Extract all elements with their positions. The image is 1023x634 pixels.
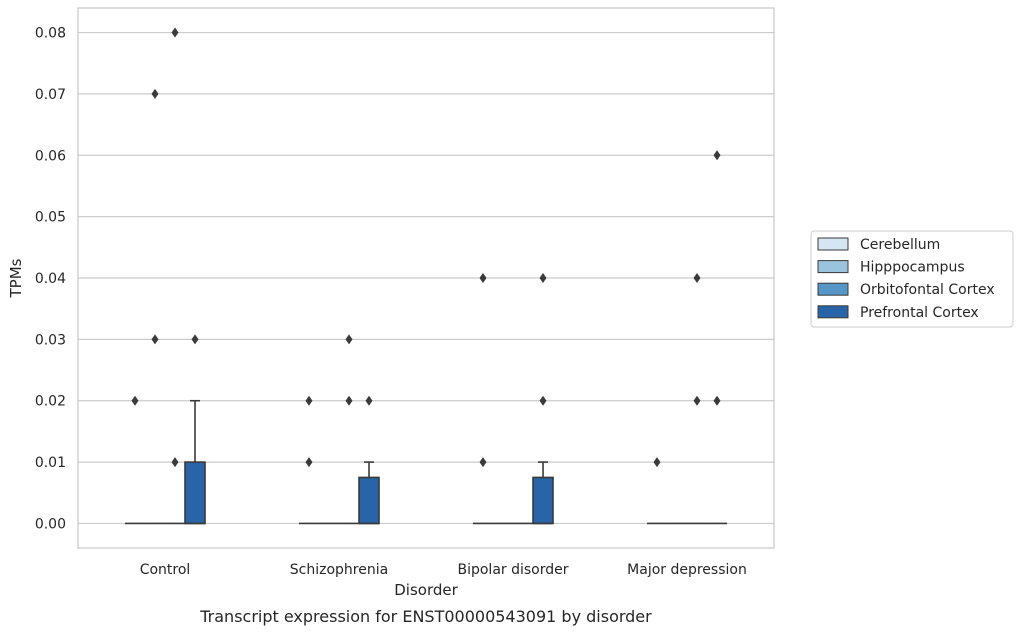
- box: [532, 476, 554, 525]
- x-axis: Control Schizophrenia Bipolar disorder Majo…: [140, 562, 747, 578]
- outlier-point: [479, 457, 487, 468]
- legend-swatch: [817, 305, 849, 319]
- legend-label: Orbitofontal Cortex: [860, 282, 995, 298]
- outlier-point: [713, 395, 721, 406]
- outlier-point: [151, 334, 159, 345]
- outlier-point: [345, 395, 353, 406]
- outlier-point: [171, 457, 179, 468]
- outlier-point: [345, 334, 353, 345]
- box: [358, 476, 380, 525]
- y-tick-label: 0.08: [35, 26, 66, 42]
- outlier-point: [693, 273, 701, 283]
- x-tick-label: Control: [140, 562, 191, 578]
- outlier-point: [479, 273, 487, 283]
- chart-caption: Transcript expression for ENST0000054309…: [199, 607, 652, 626]
- outlier-point: [191, 334, 199, 345]
- x-tick-label: Bipolar disorder: [457, 562, 568, 578]
- legend-frame: [810, 230, 1014, 328]
- outlier-point: [693, 395, 701, 406]
- legend-swatch: [817, 260, 849, 274]
- outlier-point: [305, 395, 313, 406]
- y-tick-label: 0.05: [35, 210, 66, 226]
- legend-label: Cerebellum: [860, 237, 940, 253]
- legend-swatch: [817, 237, 849, 251]
- outlier-point: [365, 395, 373, 406]
- y-tick-label: 0.03: [35, 332, 66, 348]
- outlier-point: [539, 273, 547, 283]
- legend-label: Prefrontal Cortex: [860, 305, 979, 321]
- legend-label: Hipppocampus: [860, 260, 965, 276]
- outlier-point: [131, 395, 139, 406]
- y-tick-label: 0.06: [35, 148, 66, 164]
- boxes: [124, 27, 728, 525]
- outlier-point: [305, 457, 313, 468]
- x-tick-label: Major depression: [627, 562, 747, 578]
- outlier-point: [151, 88, 159, 99]
- y-tick-label: 0.01: [35, 455, 66, 471]
- outlier-point: [653, 457, 661, 468]
- legend: Cerebellum Hipppocampus Orbitofontal Corte…: [810, 230, 1014, 328]
- outlier-point: [171, 27, 179, 38]
- x-axis-title: Disorder: [394, 581, 458, 599]
- y-tick-label: 0.00: [35, 516, 66, 532]
- outlier-point: [713, 150, 721, 161]
- legend-swatch: [817, 282, 849, 296]
- y-axis-title: TPMs: [7, 258, 25, 298]
- y-tick-label: 0.02: [35, 394, 66, 410]
- y-tick-label: 0.07: [35, 87, 66, 103]
- y-axis: 0.00 0.01 0.02 0.03 0.04 0.05 0.06 0.07 0.08: [35, 26, 66, 533]
- y-tick-label: 0.04: [35, 271, 66, 287]
- outlier-point: [539, 395, 547, 406]
- box: [184, 461, 206, 525]
- x-tick-label: Schizophrenia: [290, 562, 388, 578]
